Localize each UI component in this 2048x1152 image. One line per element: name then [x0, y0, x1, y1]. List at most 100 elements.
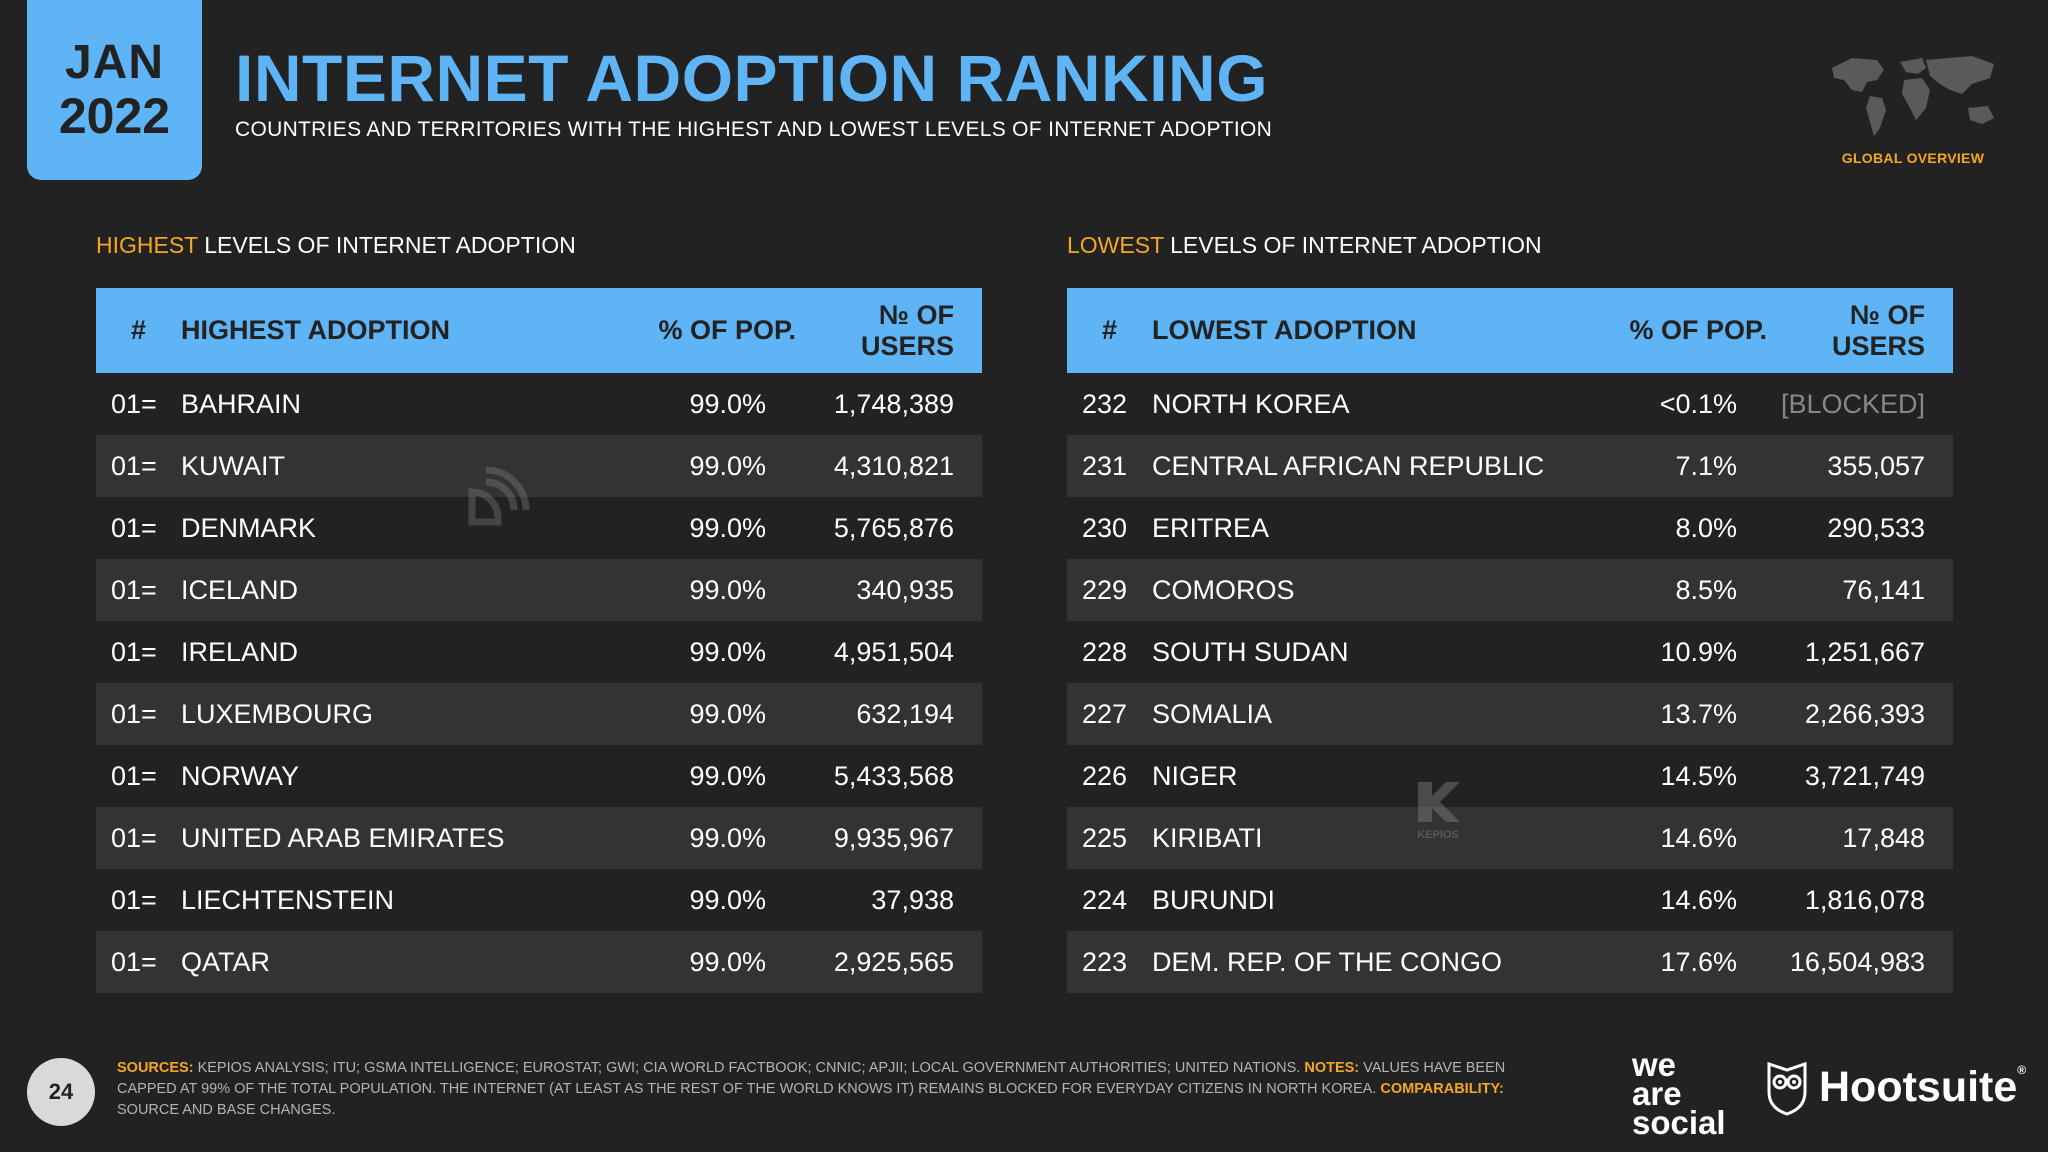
- table-row: 228 SOUTH SUDAN 10.9% 1,251,667: [1067, 621, 1953, 683]
- table-row: 231 CENTRAL AFRICAN REPUBLIC 7.1% 355,057: [1067, 435, 1953, 497]
- country-cell: KUWAIT: [181, 450, 285, 481]
- users-cell: 37,938: [871, 884, 954, 915]
- pct-cell: 99.0%: [689, 574, 766, 605]
- pct-cell: 14.6%: [1660, 822, 1737, 853]
- country-cell: CENTRAL AFRICAN REPUBLIC: [1152, 450, 1545, 481]
- kepios-watermark: KEPIOS: [1408, 780, 1468, 841]
- users-cell: [BLOCKED]: [1780, 388, 1925, 419]
- country-cell: UNITED ARAB EMIRATES: [181, 822, 505, 853]
- kepios-logo-icon: [1418, 782, 1460, 822]
- pct-cell: 7.1%: [1675, 450, 1737, 481]
- notes-text: VALUES HAVE BEEN CAPPED AT 99% OF THE TO…: [117, 1060, 1506, 1097]
- rank-cell: 01=: [111, 760, 157, 791]
- pct-cell: 99.0%: [689, 946, 766, 977]
- users-cell: 2,925,565: [833, 946, 954, 977]
- rank-cell: 230: [1082, 512, 1128, 543]
- table-row: 229 COMOROS 8.5% 76,141: [1067, 559, 1953, 621]
- rank-cell: 226: [1082, 760, 1128, 791]
- kepios-label: KEPIOS: [1417, 829, 1459, 841]
- country-cell: LUXEMBOURG: [181, 698, 374, 729]
- users-cell: 290,533: [1827, 512, 1925, 543]
- rank-cell: 01=: [111, 884, 157, 915]
- rank-cell: 227: [1082, 698, 1128, 729]
- datareportal-watermark-icon: [468, 466, 530, 526]
- pct-cell: 99.0%: [689, 822, 766, 853]
- country-cell: DEM. REP. OF THE CONGO: [1152, 946, 1503, 977]
- users-cell: 1,816,078: [1804, 884, 1925, 915]
- country-cell: COMOROS: [1152, 574, 1295, 605]
- pct-cell: <0.1%: [1659, 388, 1737, 419]
- country-cell: BURUNDI: [1152, 884, 1276, 915]
- country-cell: QATAR: [181, 946, 271, 977]
- col-rank-header: #: [130, 315, 147, 345]
- col-pct-header: % OF POP.: [658, 315, 796, 345]
- users-cell: 632,194: [856, 698, 954, 729]
- country-cell: DENMARK: [181, 512, 317, 543]
- rank-cell: 01=: [111, 450, 157, 481]
- pct-cell: 99.0%: [689, 884, 766, 915]
- logo-are: are: [1632, 1075, 1682, 1112]
- rank-cell: 228: [1082, 636, 1128, 667]
- country-cell: NORTH KOREA: [1152, 388, 1350, 419]
- table-row: 01= NORWAY 99.0% 5,433,568: [96, 745, 982, 807]
- users-cell: 17,848: [1842, 822, 1925, 853]
- rank-cell: 01=: [111, 574, 157, 605]
- users-cell: 4,951,504: [833, 636, 954, 667]
- users-cell: 5,433,568: [833, 760, 954, 791]
- table-header: # HIGHEST ADOPTION % OF POP. № OF USERS: [96, 288, 982, 373]
- country-cell: NORWAY: [181, 760, 300, 791]
- date-year: 2022: [58, 88, 171, 144]
- country-cell: ERITREA: [1152, 512, 1270, 543]
- users-cell: 4,310,821: [833, 450, 954, 481]
- col-users-header: № OF USERS: [860, 299, 954, 361]
- hootsuite-wordmark: Hootsuite®: [1819, 1063, 2026, 1112]
- table-row: 227 SOMALIA 13.7% 2,266,393: [1067, 683, 1953, 745]
- table-row: 01= IRELAND 99.0% 4,951,504: [96, 621, 982, 683]
- hootsuite-owl-icon: [1767, 1061, 1807, 1116]
- rank-cell: 01=: [111, 388, 157, 419]
- rank-cell: 01=: [111, 636, 157, 667]
- hootsuite-reg: ®: [2017, 1062, 2027, 1077]
- table-row: 01= ICELAND 99.0% 340,935: [96, 559, 982, 621]
- users-cell: 2,266,393: [1804, 698, 1925, 729]
- rank-cell: 229: [1082, 574, 1128, 605]
- table-row: 01= UNITED ARAB EMIRATES 99.0% 9,935,967: [96, 807, 982, 869]
- world-map-icon: [1832, 56, 1994, 136]
- sources-label: SOURCES:: [117, 1060, 194, 1076]
- sources-notes: SOURCES: KEPIOS ANALYSIS; ITU; GSMA INTE…: [117, 1058, 1567, 1121]
- table-row: 01= LUXEMBOURG 99.0% 632,194: [96, 683, 982, 745]
- table-row: 223 DEM. REP. OF THE CONGO 17.6% 16,504,983: [1067, 931, 1953, 993]
- table-row: 232 NORTH KOREA <0.1% [BLOCKED]: [1067, 373, 1953, 435]
- rank-cell: 223: [1082, 946, 1128, 977]
- table-row: 01= LIECHTENSTEIN 99.0% 37,938: [96, 869, 982, 931]
- comparability-label: COMPARABILITY:: [1380, 1081, 1504, 1097]
- pct-cell: 99.0%: [689, 760, 766, 791]
- users-cell: 5,765,876: [833, 512, 954, 543]
- country-cell: SOMALIA: [1152, 698, 1273, 729]
- table-row: 230 ERITREA 8.0% 290,533: [1067, 497, 1953, 559]
- lowest-heading: LOWEST LEVELS OF INTERNET ADOPTION: [1067, 232, 1542, 259]
- pct-cell: 99.0%: [689, 636, 766, 667]
- table-row: 01= BAHRAIN 99.0% 1,748,389: [96, 373, 982, 435]
- pct-cell: 14.5%: [1660, 760, 1737, 791]
- col-rank-header: #: [1101, 315, 1118, 345]
- table-row: 224 BURUNDI 14.6% 1,816,078: [1067, 869, 1953, 931]
- highest-heading: HIGHEST LEVELS OF INTERNET ADOPTION: [96, 232, 576, 259]
- country-cell: KIRIBATI: [1152, 822, 1263, 853]
- rank-cell: 01=: [111, 698, 157, 729]
- pct-cell: 99.0%: [689, 450, 766, 481]
- hootsuite-name: Hootsuite: [1819, 1062, 2018, 1111]
- col-country-header: LOWEST ADOPTION: [1152, 315, 1417, 345]
- country-cell: BAHRAIN: [181, 388, 302, 419]
- table-row: 01= KUWAIT 99.0% 4,310,821: [96, 435, 982, 497]
- global-overview-badge: GLOBAL OVERVIEW: [1841, 150, 1985, 166]
- country-cell: ICELAND: [181, 574, 299, 605]
- lowest-table: # LOWEST ADOPTION % OF POP. № OF USERS 2…: [1067, 288, 1953, 993]
- rank-cell: 01=: [111, 946, 157, 977]
- users-cell: 1,251,667: [1804, 636, 1925, 667]
- country-cell: NIGER: [1152, 760, 1238, 791]
- pct-cell: 8.5%: [1675, 574, 1737, 605]
- users-cell: 1,748,389: [833, 388, 954, 419]
- col-users-header: № OF USERS: [1831, 299, 1925, 361]
- logo-we: we: [1632, 1046, 1677, 1083]
